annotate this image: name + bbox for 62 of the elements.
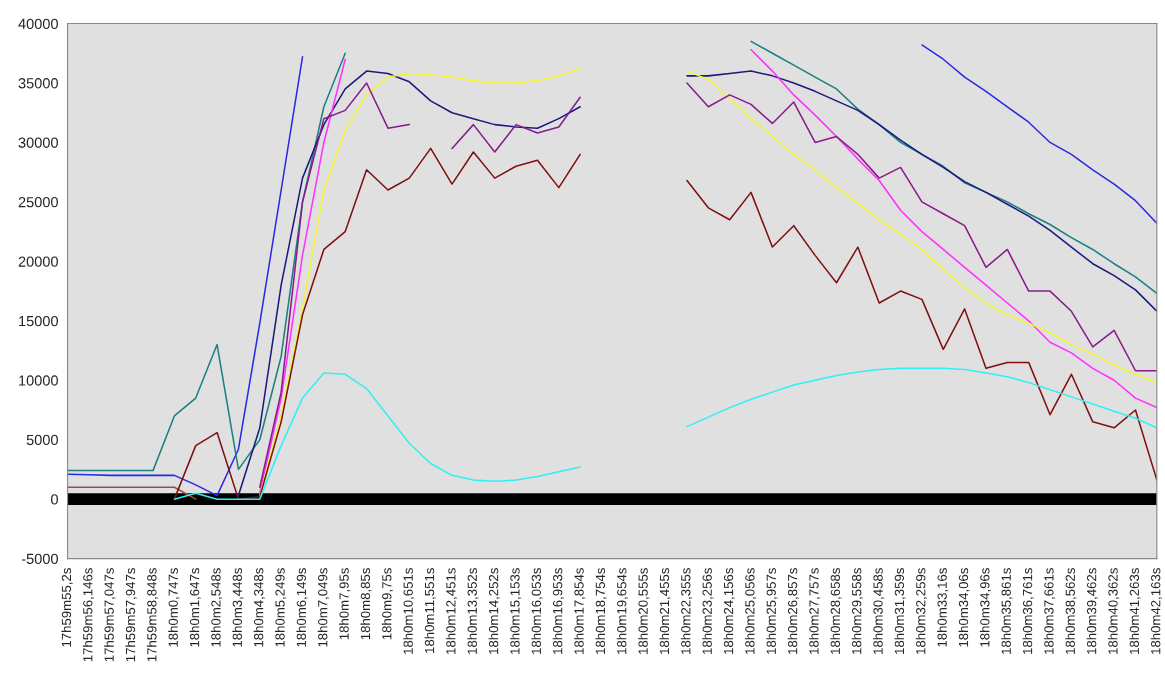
- y-tick-label: 10000: [19, 375, 58, 386]
- y-tick-label: 20000: [18, 256, 58, 267]
- x-tick-label: 18h0m24,156s: [723, 568, 735, 654]
- x-tick-label: 18h0m39,462s: [1086, 568, 1098, 654]
- y-tick-label: 30000: [18, 137, 58, 148]
- x-tick-label: 18h0m40,362s: [1107, 568, 1120, 654]
- x-tick-label: 18h0m25,056s: [744, 568, 757, 654]
- x-tick-label: 18h0m30,458s: [873, 568, 885, 654]
- x-tick-label: 18h0m26,857s: [787, 568, 799, 654]
- x-tick-label: 18h0m17,854s: [574, 568, 586, 654]
- x-tick-label: 18h0m19,654s: [616, 568, 628, 654]
- x-tick-label: 18h0m15,153s: [509, 568, 522, 654]
- x-tick-label: 18h0m36,761s: [1022, 568, 1034, 654]
- x-tick-label: 18h0m16,053s: [531, 568, 543, 654]
- x-tick-label: 18h0m7,049s: [317, 568, 329, 647]
- x-tick-label: 18h0m35,861s: [1001, 568, 1013, 654]
- x-tick-label: 18h0m1,647s: [189, 568, 201, 647]
- x-tick-label: 17h59m55,2s: [61, 568, 73, 647]
- x-tick-label: 18h0m28,658s: [830, 568, 842, 654]
- x-tick-label: 18h0m12,451s: [445, 568, 458, 654]
- x-tick-label: 18h0m7,95s: [339, 568, 351, 640]
- x-tick-label: 18h0m5,249s: [275, 568, 287, 647]
- x-tick-label: 18h0m38,562s: [1065, 568, 1077, 654]
- x-tick-label: 18h0m11,551s: [424, 568, 436, 653]
- x-tick-label: 18h0m6,149s: [296, 568, 308, 647]
- x-tick-label: 17h59m57,047s: [104, 568, 116, 662]
- x-tick-label: 18h0m42,163s: [1150, 568, 1162, 654]
- x-tick-label: 17h59m56,146s: [82, 568, 95, 662]
- x-tick-label: 18h0m2,548s: [210, 568, 223, 647]
- x-tick-label: 18h0m21,455s: [659, 568, 671, 654]
- x-tick-label: 18h0m14,252s: [488, 568, 500, 654]
- x-tick-label: 18h0m10,651s: [403, 568, 415, 654]
- x-tick-label: 17h59m57,947s: [125, 568, 137, 662]
- x-tick-label: 18h0m23,256s: [702, 568, 714, 654]
- x-tick-label: 18h0m22,355s: [680, 568, 693, 654]
- x-tick-label: 18h0m4,348s: [253, 568, 265, 647]
- x-tick-label: 17h59m58,848s: [146, 568, 159, 662]
- y-tick-label: 15000: [19, 315, 58, 327]
- x-tick-label: 18h0m29,558s: [851, 568, 863, 654]
- y-tick-label: 5000: [26, 434, 58, 446]
- x-tick-label: 18h0m34,96s: [979, 568, 992, 647]
- x-tick-label: 18h0m20,555s: [638, 568, 650, 654]
- x-tick-label: 18h0m27,757s: [808, 568, 821, 654]
- x-tick-label: 18h0m3,448s: [232, 568, 244, 647]
- x-tick-label: 18h0m33,16s: [937, 568, 949, 647]
- x-tick-label: 18h0m31,359s: [894, 568, 906, 654]
- x-tick-label: 18h0m32,259s: [915, 568, 927, 654]
- x-tick-label: 18h0m37,661s: [1043, 568, 1056, 654]
- x-tick-label: 18h0m8,85s: [360, 568, 372, 640]
- x-tick-label: 18h0m41,263s: [1129, 568, 1141, 654]
- x-tick-label: 18h0m18,754s: [595, 568, 607, 654]
- x-tick-label: 18h0m34,06s: [958, 568, 970, 647]
- y-tick-label: -5000: [21, 553, 58, 565]
- x-tick-label: 18h0m9,75s: [381, 568, 394, 640]
- x-tick-label: 18h0m13,352s: [467, 568, 479, 654]
- y-tick-label: 25000: [18, 197, 58, 208]
- x-tick-label: 18h0m16,953s: [552, 568, 564, 654]
- x-tick-label: 18h0m0,747s: [168, 568, 180, 647]
- y-tick-label: 0: [51, 494, 58, 505]
- y-tick-label: 35000: [18, 78, 58, 89]
- x-tick-label: 18h0m25,957s: [766, 568, 778, 654]
- y-tick-label: 40000: [18, 18, 58, 29]
